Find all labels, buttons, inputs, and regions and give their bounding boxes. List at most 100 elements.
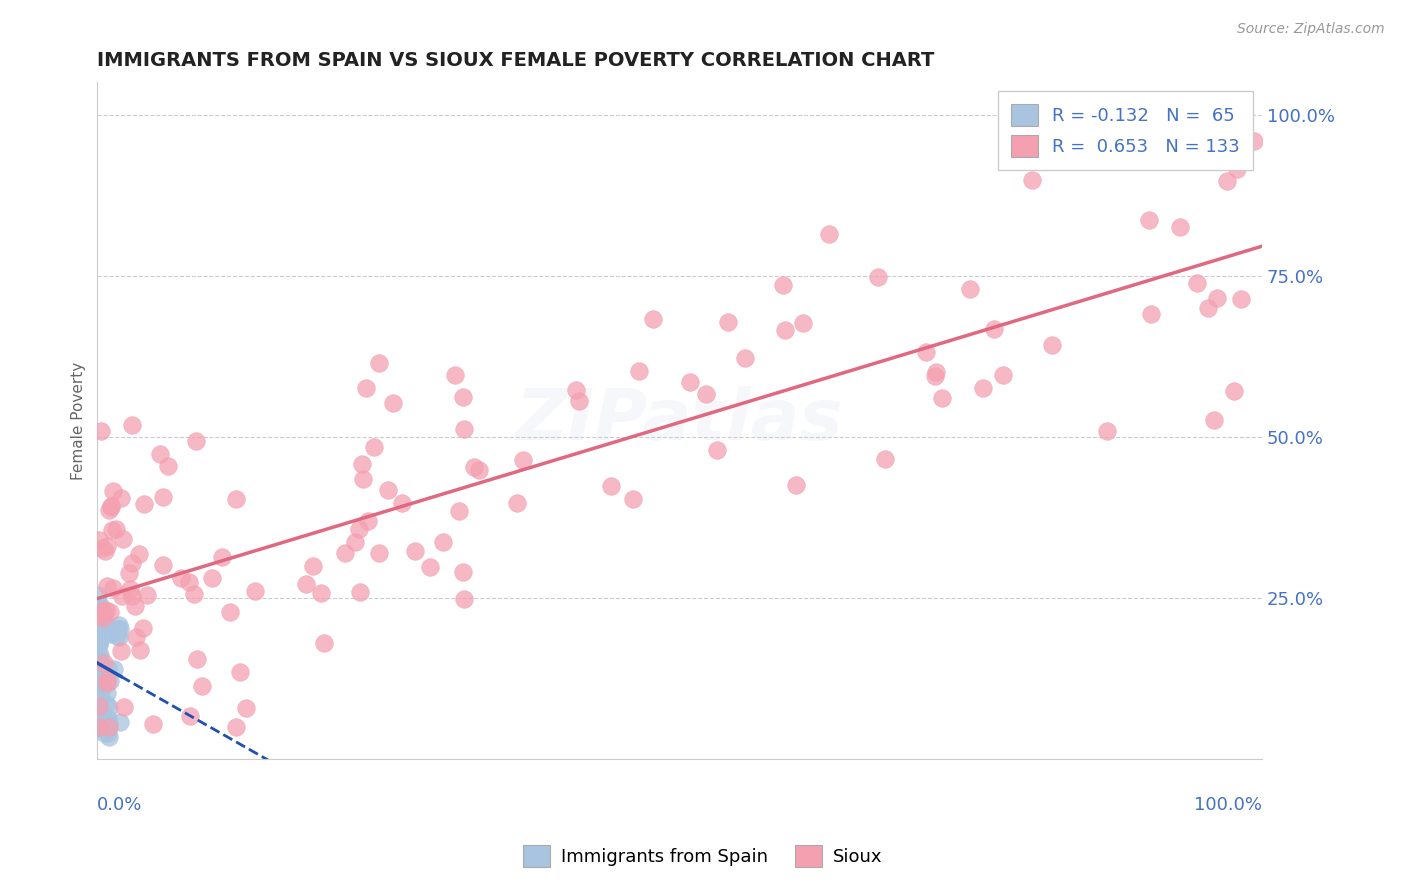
Point (90, 604, 112, 618)
Point (108, 623, 131, 637)
Point (567, 393, 589, 408)
Point (108, 631, 131, 645)
Point (391, 496, 413, 510)
Point (91, 709, 114, 723)
Point (363, 441, 385, 455)
Point (228, 665, 250, 679)
Point (112, 699, 135, 714)
Point (201, 571, 224, 585)
Point (121, 557, 143, 571)
Point (734, 351, 756, 365)
Point (94, 603, 117, 617)
Point (157, 458, 180, 473)
Point (186, 652, 208, 666)
Point (89, 659, 111, 673)
Point (96, 676, 118, 690)
Point (132, 497, 155, 511)
Text: ZIPatlas: ZIPatlas (516, 386, 844, 455)
Y-axis label: Female Poverty: Female Poverty (72, 361, 86, 480)
Legend: Immigrants from Spain, Sioux: Immigrants from Spain, Sioux (516, 838, 890, 874)
Text: 0.0%: 0.0% (97, 796, 143, 814)
Point (302, 559, 325, 574)
Point (1197, 301, 1219, 316)
Point (717, 315, 740, 329)
Point (89, 698, 111, 713)
Point (98, 716, 121, 731)
Point (87, 638, 110, 652)
Point (600, 479, 623, 493)
Point (1095, 425, 1118, 439)
Point (149, 447, 172, 461)
Point (1202, 413, 1225, 427)
Point (98, 606, 121, 620)
Point (105, 629, 128, 643)
Point (818, 227, 841, 242)
Point (382, 396, 405, 410)
Point (89, 667, 111, 681)
Point (368, 545, 391, 559)
Point (785, 478, 807, 492)
Point (678, 375, 700, 389)
Point (453, 592, 475, 607)
Point (447, 504, 470, 518)
Point (349, 585, 371, 599)
Point (505, 496, 527, 510)
Point (111, 532, 134, 546)
Point (931, 391, 953, 405)
Point (87, 651, 110, 665)
Point (463, 459, 485, 474)
Point (101, 582, 124, 596)
Point (96, 686, 118, 700)
Point (915, 344, 938, 359)
Point (136, 588, 159, 602)
Point (108, 714, 131, 729)
Point (110, 644, 132, 658)
Point (983, 321, 1005, 335)
Point (91, 611, 114, 625)
Point (235, 700, 257, 714)
Point (641, 311, 664, 326)
Point (1243, 134, 1265, 148)
Point (90, 425, 112, 439)
Point (468, 463, 491, 477)
Point (89, 679, 111, 693)
Point (87, 533, 110, 548)
Point (103, 484, 125, 499)
Point (404, 544, 426, 558)
Point (121, 417, 143, 432)
Point (90, 714, 112, 728)
Point (98, 673, 121, 688)
Point (87, 625, 110, 640)
Point (89, 598, 111, 612)
Point (866, 269, 889, 284)
Point (1226, 162, 1249, 177)
Point (100, 499, 122, 513)
Point (121, 589, 143, 603)
Point (627, 364, 650, 378)
Point (89, 648, 111, 662)
Point (344, 535, 367, 549)
Point (183, 587, 205, 601)
Point (177, 575, 200, 590)
Point (105, 522, 128, 536)
Point (87, 636, 110, 650)
Point (89, 720, 111, 734)
Point (89, 714, 111, 729)
Point (90, 656, 112, 670)
Point (87, 649, 110, 664)
Point (432, 535, 454, 549)
Point (87, 706, 110, 720)
Point (86, 623, 108, 637)
Point (87, 617, 110, 632)
Point (107, 622, 129, 636)
Point (97, 711, 120, 725)
Point (1139, 307, 1161, 321)
Point (512, 453, 534, 467)
Point (97, 726, 120, 740)
Point (89, 614, 111, 628)
Point (87, 608, 110, 623)
Point (772, 277, 794, 292)
Point (90, 680, 112, 694)
Point (368, 356, 391, 370)
Point (132, 621, 155, 635)
